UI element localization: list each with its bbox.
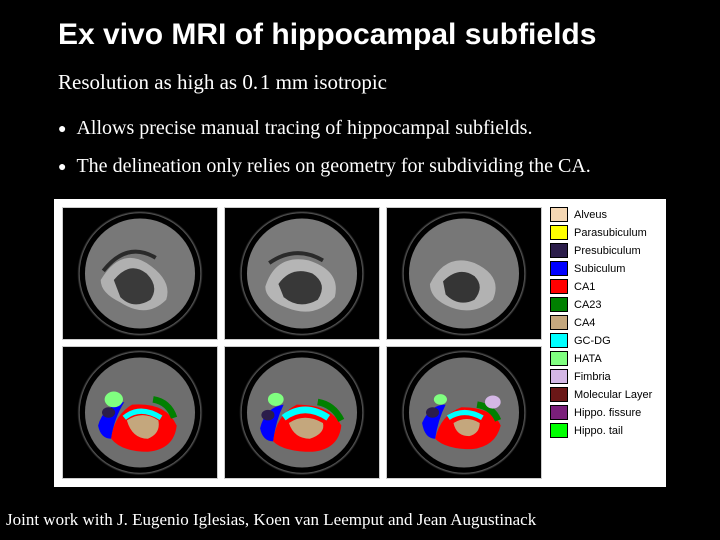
legend-item: Fimbria (550, 369, 658, 384)
legend-label: Subiculum (574, 263, 625, 275)
legend-label: Hippo. fissure (574, 407, 641, 419)
legend-swatch (550, 225, 568, 240)
credit-line: Joint work with J. Eugenio Iglesias, Koe… (6, 510, 536, 530)
legend-label: Parasubiculum (574, 227, 647, 239)
bullet-text: Allows precise manual tracing of hippoca… (76, 117, 532, 140)
legend-item: GC-DG (550, 333, 658, 348)
slide-subtitle: Resolution as high as 0. 1 mm isotropic (0, 60, 720, 101)
legend-label: CA4 (574, 317, 595, 329)
legend-label: Alveus (574, 209, 607, 221)
legend-label: CA23 (574, 299, 602, 311)
scan-grid (62, 207, 542, 479)
legend-item: HATA (550, 351, 658, 366)
legend-item: Hippo. fissure (550, 405, 658, 420)
legend-swatch (550, 333, 568, 348)
bullet-text: The delineation only relies on geometry … (76, 155, 590, 178)
legend-swatch (550, 279, 568, 294)
figure-panel: Alveus Parasubiculum Presubiculum Subiculum… (54, 199, 666, 487)
legend-swatch (550, 351, 568, 366)
scan-image (62, 207, 218, 340)
legend-swatch (550, 369, 568, 384)
slide-title: Ex vivo MRI of hippocampal subfields (0, 0, 720, 60)
scan-image (224, 207, 380, 340)
legend-item: CA1 (550, 279, 658, 294)
legend-swatch (550, 387, 568, 402)
legend-item: Hippo. tail (550, 423, 658, 438)
legend-label: CA1 (574, 281, 595, 293)
bullet-list: ● Allows precise manual tracing of hippo… (0, 101, 720, 187)
legend-swatch (550, 297, 568, 312)
bullet-dot-icon: ● (58, 155, 76, 181)
legend-item: CA23 (550, 297, 658, 312)
legend-label: Fimbria (574, 371, 611, 383)
legend-label: Hippo. tail (574, 425, 623, 437)
scan-image-annotated (62, 346, 218, 479)
bullet-dot-icon: ● (58, 117, 76, 143)
bullet-item: ● Allows precise manual tracing of hippo… (58, 111, 720, 149)
legend: Alveus Parasubiculum Presubiculum Subiculum… (542, 207, 658, 479)
legend-swatch (550, 261, 568, 276)
legend-swatch (550, 423, 568, 438)
legend-label: HATA (574, 353, 602, 365)
legend-item: Subiculum (550, 261, 658, 276)
legend-swatch (550, 207, 568, 222)
legend-swatch (550, 243, 568, 258)
legend-item: CA4 (550, 315, 658, 330)
legend-swatch (550, 315, 568, 330)
scan-image-annotated (386, 346, 542, 479)
scan-image (386, 207, 542, 340)
legend-item: Molecular Layer (550, 387, 658, 402)
legend-item: Presubiculum (550, 243, 658, 258)
legend-label: Molecular Layer (574, 389, 652, 401)
legend-item: Alveus (550, 207, 658, 222)
legend-swatch (550, 405, 568, 420)
bullet-item: ● The delineation only relies on geometr… (58, 149, 720, 187)
legend-item: Parasubiculum (550, 225, 658, 240)
legend-label: Presubiculum (574, 245, 641, 257)
scan-image-annotated (224, 346, 380, 479)
legend-label: GC-DG (574, 335, 611, 347)
